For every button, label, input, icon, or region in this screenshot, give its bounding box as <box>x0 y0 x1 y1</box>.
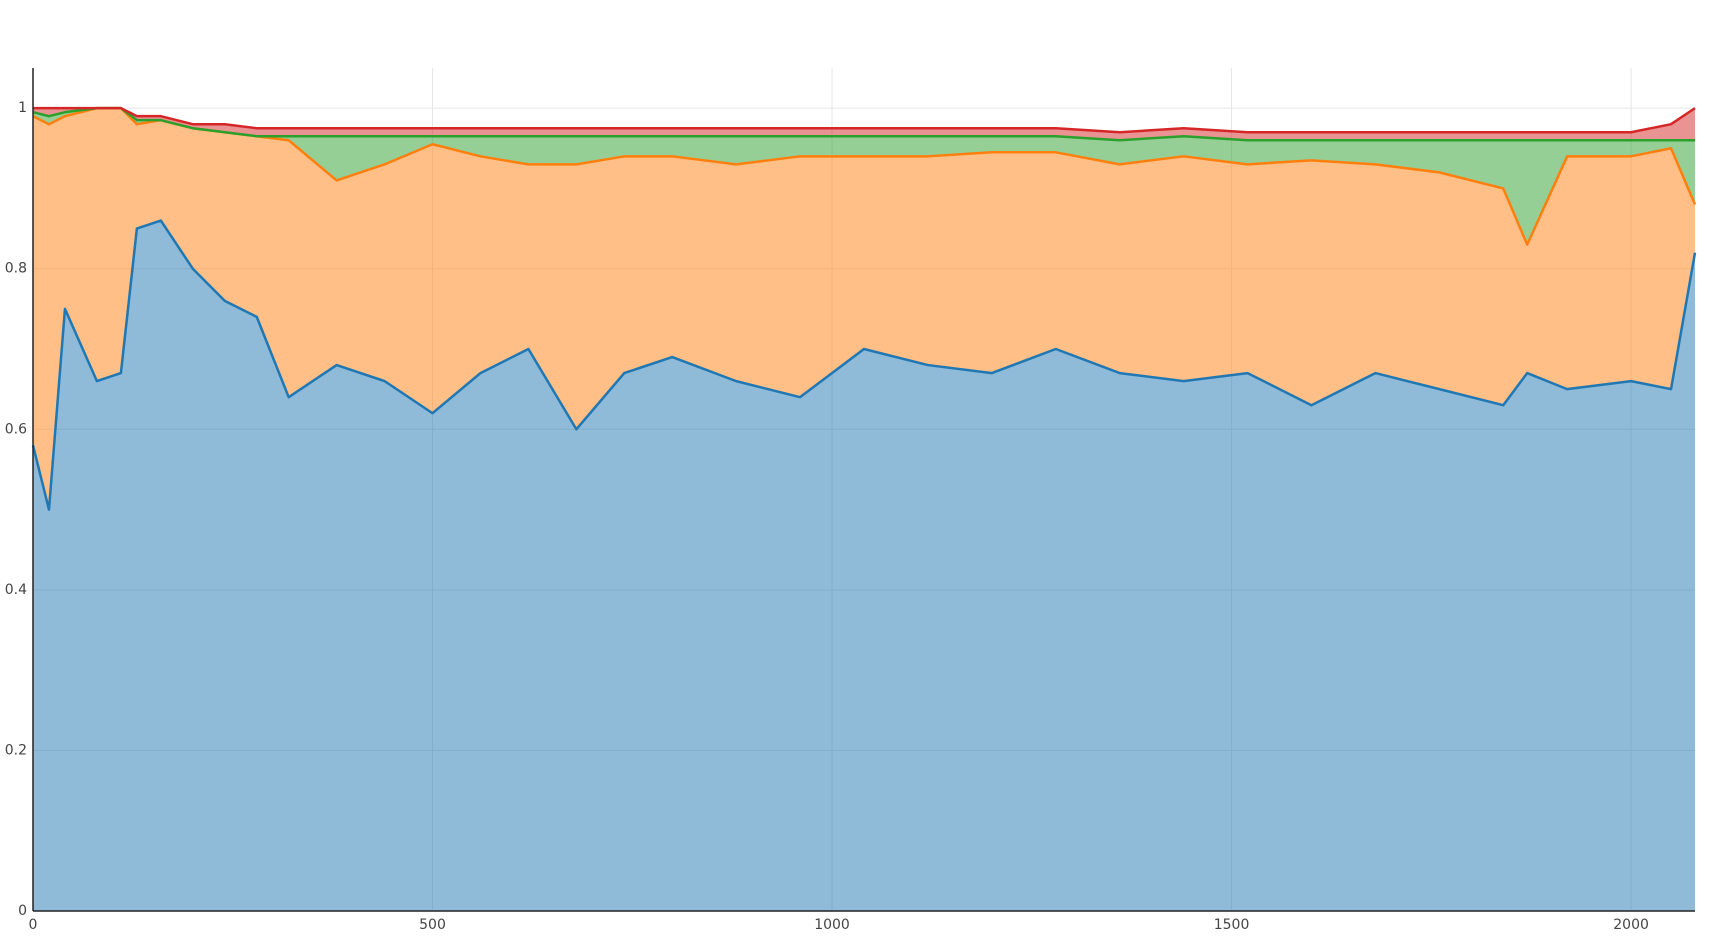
y-tick-label: 0 <box>18 903 27 919</box>
areas <box>33 108 1695 912</box>
y-tick-label: 0.8 <box>5 261 27 277</box>
line <box>32 106 1695 142</box>
x-tick-label: 0 <box>29 917 38 933</box>
y-tick-label: 0.6 <box>5 421 27 437</box>
line <box>31 219 1697 511</box>
area <box>33 108 1695 510</box>
x-tick-label: 1500 <box>1214 917 1250 933</box>
area <box>33 108 1695 245</box>
y-tick-label: 0.4 <box>5 582 27 598</box>
area <box>33 220 1695 912</box>
y-tick-label: 0.2 <box>5 742 27 758</box>
x-tick-label: 500 <box>419 917 446 933</box>
x-tick-label: 1000 <box>814 917 850 933</box>
x-tick-label: 2000 <box>1613 917 1649 933</box>
axes: 0 0.2 0.4 0.6 0.8 1 0 500 1000 1500 2000 <box>5 68 1695 933</box>
y-tick-label: 1 <box>18 100 27 116</box>
lines <box>31 106 1697 511</box>
line <box>33 106 1696 134</box>
